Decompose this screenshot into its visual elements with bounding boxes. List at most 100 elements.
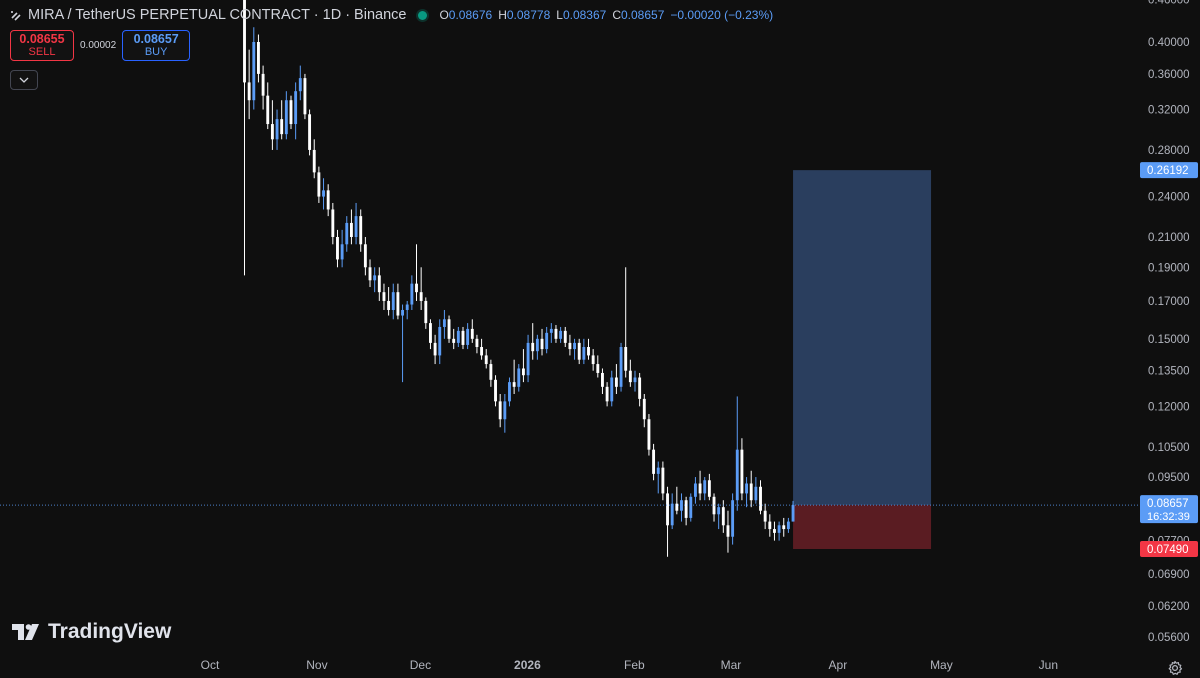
position-zones: [793, 170, 932, 549]
candle-body: [731, 500, 735, 537]
price-tick-label: 0.13500: [1148, 366, 1190, 378]
candle-body: [596, 364, 600, 373]
candle-body: [298, 78, 302, 92]
candle-body: [317, 172, 321, 197]
time-tick-label: May: [930, 658, 953, 672]
candle-body: [252, 42, 256, 101]
candle-body: [642, 398, 646, 420]
symbol-header: MIRA / TetherUS PERPETUAL CONTRACT · 1D …: [10, 5, 773, 25]
chart-settings-button[interactable]: [1165, 658, 1185, 678]
candle-body: [368, 267, 372, 281]
candle-body: [391, 292, 395, 310]
last-price-tag-bg: [1140, 495, 1198, 524]
time-tick-label: Feb: [624, 658, 645, 672]
candle-body: [786, 521, 790, 530]
candle-body: [535, 338, 539, 352]
candle-body: [605, 386, 609, 402]
candle-body: [707, 480, 711, 497]
price-tick-label: 0.12000: [1148, 401, 1190, 413]
candle-body: [568, 342, 572, 350]
candle-body: [294, 91, 298, 125]
candle-body: [438, 326, 442, 356]
candle-body: [698, 483, 702, 494]
last-price-tag: 0.08657: [1147, 498, 1189, 510]
candle-body: [526, 342, 530, 376]
candle-body: [693, 483, 697, 497]
time-tick-label: Oct: [201, 658, 220, 672]
price-tick-label: 0.06900: [1148, 569, 1190, 581]
chevron-down-icon: [19, 77, 29, 83]
candle-body: [633, 377, 637, 383]
candle-body: [703, 480, 707, 494]
low-label: L: [556, 8, 563, 22]
candle-body: [768, 521, 772, 530]
candle-body: [415, 283, 418, 293]
candle-body: [336, 237, 339, 260]
candle-body: [396, 292, 400, 316]
price-tick-label: 0.09500: [1148, 472, 1190, 484]
price-tick-label: 0.28000: [1148, 145, 1190, 157]
candle-body: [684, 500, 688, 518]
candle-body: [666, 493, 669, 526]
sell-button[interactable]: 0.08655 SELL: [10, 30, 74, 61]
candle-body: [656, 467, 660, 474]
price-tick-label: 0.24000: [1148, 192, 1190, 204]
candle-body: [614, 377, 618, 387]
candle-body: [503, 401, 507, 420]
candle-body: [405, 304, 409, 310]
candle-body: [266, 95, 270, 125]
candle-body: [624, 347, 628, 371]
time-tick-label: Mar: [721, 658, 742, 672]
sell-price: 0.08655: [19, 32, 65, 46]
candle-body: [517, 368, 521, 387]
candle-body: [447, 319, 451, 339]
candle-body: [410, 283, 414, 305]
candle-body: [508, 382, 511, 402]
candle-body: [331, 209, 335, 238]
collapse-button[interactable]: [10, 70, 38, 90]
candle-body: [721, 507, 725, 526]
sell-label: SELL: [28, 46, 56, 58]
candle-body: [754, 486, 758, 501]
candle-body: [340, 244, 344, 260]
candle-body: [763, 510, 767, 522]
close-label: C: [612, 8, 621, 22]
candle-body: [284, 100, 288, 135]
candle-body: [429, 323, 432, 343]
candle-body: [647, 419, 651, 450]
candle-body: [452, 338, 456, 343]
open-label: O: [439, 8, 449, 22]
candle-body: [382, 292, 386, 301]
candle-body: [521, 368, 525, 376]
candle-body: [419, 292, 423, 301]
target-zone: [793, 170, 932, 506]
candle-body: [433, 342, 437, 356]
symbol-title[interactable]: MIRA / TetherUS PERPETUAL CONTRACT · 1D …: [28, 7, 407, 23]
candle-body: [243, 0, 246, 83]
change-value: −0.00020 (−0.23%): [670, 8, 774, 22]
gear-icon: [1168, 660, 1183, 675]
price-tick-label: 0.10500: [1148, 442, 1190, 454]
buy-button[interactable]: 0.08657 BUY: [122, 30, 191, 61]
candle-body: [363, 244, 367, 268]
candle-body: [257, 42, 260, 74]
candle-body: [759, 486, 762, 511]
trade-panel: 0.08655 SELL 0.00002 0.08657 BUY: [10, 30, 191, 61]
candle-body: [270, 124, 274, 140]
time-axis: Oct Nov Dec 2026 Feb Mar Apr May Jun: [201, 658, 1058, 672]
candle-body: [326, 190, 330, 210]
candle-body: [461, 330, 465, 345]
candle-body: [377, 275, 381, 293]
candle-body: [554, 328, 558, 339]
candle-body: [675, 503, 679, 511]
countdown-label: 16:32:39: [1147, 511, 1190, 523]
collapse-arrows-icon[interactable]: [10, 9, 22, 21]
time-tick-label: Dec: [410, 658, 431, 672]
market-status-icon[interactable]: [418, 10, 428, 20]
tradingview-logo[interactable]: TradingView: [12, 620, 171, 644]
candle-body: [280, 119, 284, 135]
candle-body: [661, 467, 665, 494]
candle-body: [359, 216, 363, 245]
low-value: 0.08367: [562, 8, 607, 22]
